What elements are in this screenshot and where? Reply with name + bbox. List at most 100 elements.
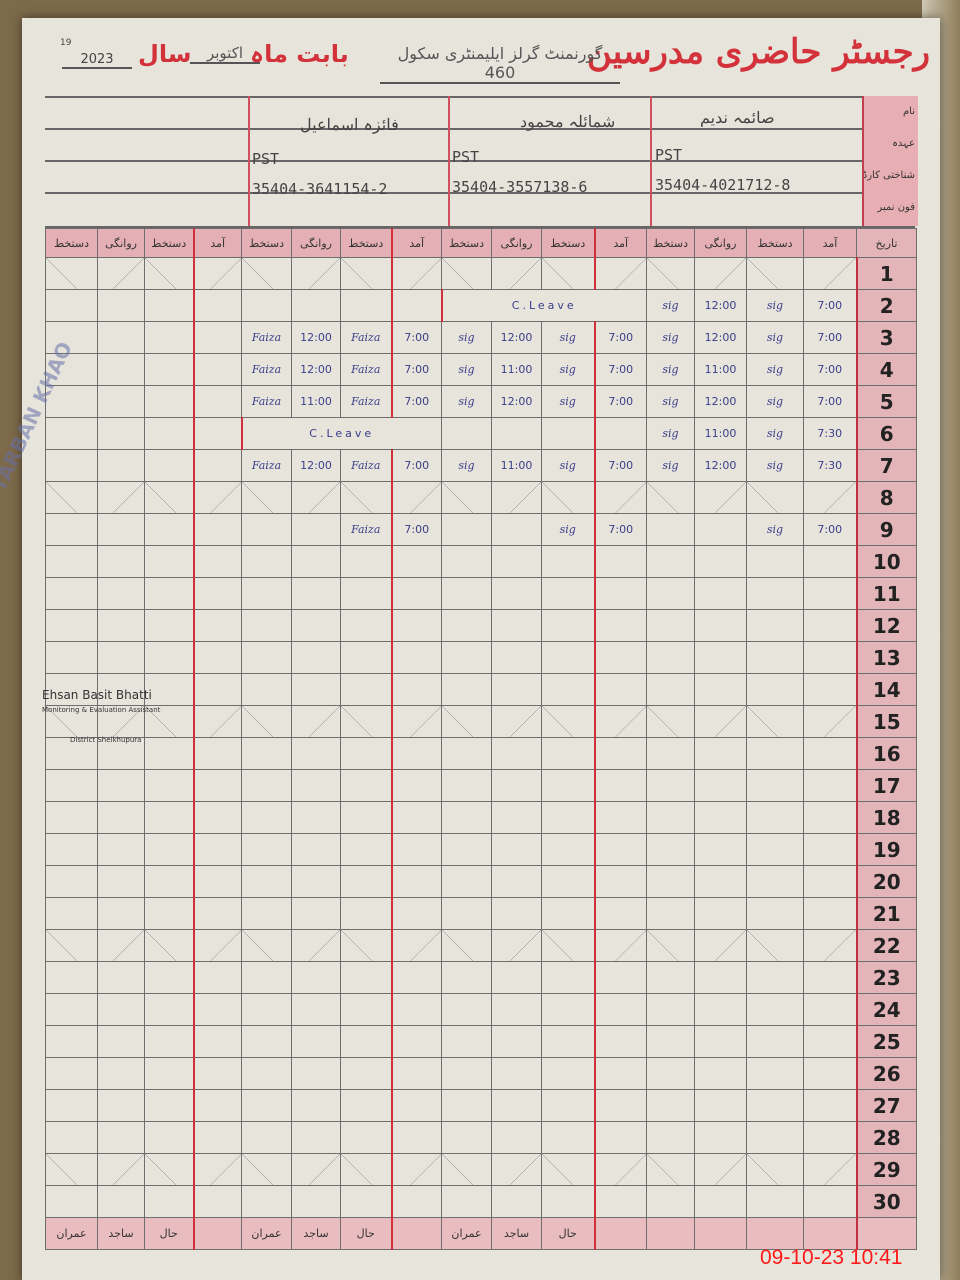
- time-entry: 7:00: [593, 353, 647, 386]
- empty-cell: [541, 1089, 595, 1122]
- empty-cell: [390, 289, 442, 322]
- attendance-row: Faiza 12:00 Faiza 7:00 sig 11:00 sig 7:00 sig 12:…: [45, 449, 917, 482]
- empty-cell: [746, 865, 804, 898]
- empty-cell: [192, 705, 242, 738]
- holiday-cross-mark: [292, 930, 340, 962]
- empty-cell: [746, 769, 804, 802]
- attendance-row: 29: [45, 1153, 917, 1186]
- empty-cell: [491, 513, 542, 546]
- date-number: 4: [855, 353, 917, 386]
- empty-cell: [45, 1089, 98, 1122]
- time-entry: 7:00: [593, 449, 647, 482]
- holiday-cross-mark: [393, 1154, 442, 1186]
- holiday-cross-mark: [393, 706, 442, 738]
- holiday-cross-mark: [542, 1154, 594, 1186]
- empty-cell: [144, 737, 194, 770]
- attendance-row: C.Leave sig 12:00 sig 7:00 2: [45, 289, 917, 322]
- empty-cell: [694, 705, 747, 738]
- column-header: دستخط: [144, 228, 194, 258]
- empty-cell: [593, 769, 647, 802]
- time-entry: 7:00: [593, 513, 647, 546]
- empty-cell: [541, 577, 595, 610]
- empty-cell: [541, 641, 595, 674]
- empty-cell: [803, 961, 857, 994]
- empty-cell: [192, 993, 242, 1026]
- empty-cell: [803, 833, 857, 866]
- empty-cell: [192, 1217, 242, 1250]
- empty-cell: [192, 1185, 242, 1218]
- empty-cell: [390, 641, 442, 674]
- empty-cell: [646, 961, 695, 994]
- empty-cell: [541, 673, 595, 706]
- empty-cell: [340, 641, 392, 674]
- empty-cell: [241, 705, 292, 738]
- empty-cell: [144, 769, 194, 802]
- empty-cell: [593, 417, 647, 450]
- empty-cell: [803, 897, 857, 930]
- holiday-cross-mark: [46, 930, 97, 962]
- empty-cell: [97, 897, 145, 930]
- signature-entry: sig: [541, 449, 595, 482]
- empty-cell: [291, 737, 341, 770]
- empty-cell: [441, 1121, 492, 1154]
- empty-cell: [241, 929, 292, 962]
- leave-entry: C.Leave: [440, 289, 647, 322]
- holiday-cross-mark: [442, 930, 491, 962]
- holiday-cross-mark: [341, 482, 391, 514]
- empty-cell: [45, 417, 98, 450]
- empty-cell: [694, 609, 747, 642]
- empty-cell: [694, 833, 747, 866]
- empty-cell: [491, 609, 542, 642]
- empty-cell: [97, 801, 145, 834]
- holiday-cross-mark: [442, 482, 491, 514]
- empty-cell: [491, 417, 542, 450]
- empty-cell: [541, 481, 595, 514]
- empty-cell: [241, 897, 292, 930]
- empty-cell: [340, 673, 392, 706]
- holiday-cross-mark: [98, 930, 144, 962]
- holiday-cross-mark: [242, 930, 291, 962]
- empty-cell: [144, 1089, 194, 1122]
- empty-cell: [241, 737, 292, 770]
- date-number: 20: [855, 865, 917, 898]
- empty-cell: [97, 1057, 145, 1090]
- empty-cell: [291, 961, 341, 994]
- empty-cell: [144, 865, 194, 898]
- empty-cell: [390, 481, 442, 514]
- empty-cell: [97, 1185, 145, 1218]
- column-header: دستخط: [45, 228, 98, 258]
- footer-label: ساجد: [491, 1217, 542, 1250]
- empty-cell: [390, 257, 442, 290]
- empty-cell: [593, 609, 647, 642]
- empty-cell: [746, 737, 804, 770]
- empty-cell: [593, 737, 647, 770]
- empty-cell: [803, 993, 857, 1026]
- empty-cell: [491, 545, 542, 578]
- empty-cell: [441, 641, 492, 674]
- empty-cell: [593, 481, 647, 514]
- attendance-row: 22: [45, 929, 917, 962]
- holiday-cross-mark: [195, 1154, 242, 1186]
- empty-cell: [45, 1057, 98, 1090]
- holiday-cross-mark: [442, 258, 491, 290]
- holiday-cross-mark: [542, 706, 594, 738]
- empty-cell: [390, 929, 442, 962]
- empty-cell: [192, 1025, 242, 1058]
- empty-cell: [192, 609, 242, 642]
- empty-cell: [144, 1153, 194, 1186]
- column-header: روانگی: [97, 228, 145, 258]
- attendance-row: 11: [45, 577, 917, 610]
- empty-cell: [192, 865, 242, 898]
- holiday-cross-mark: [292, 482, 340, 514]
- empty-cell: [144, 1121, 194, 1154]
- holiday-cross-mark: [647, 930, 694, 962]
- empty-cell: [97, 1121, 145, 1154]
- empty-cell: [97, 449, 145, 482]
- empty-cell: [340, 737, 392, 770]
- empty-cell: [45, 897, 98, 930]
- empty-cell: [803, 577, 857, 610]
- empty-cell: [45, 1121, 98, 1154]
- empty-cell: [144, 353, 194, 386]
- empty-cell: [694, 1121, 747, 1154]
- empty-cell: [646, 481, 695, 514]
